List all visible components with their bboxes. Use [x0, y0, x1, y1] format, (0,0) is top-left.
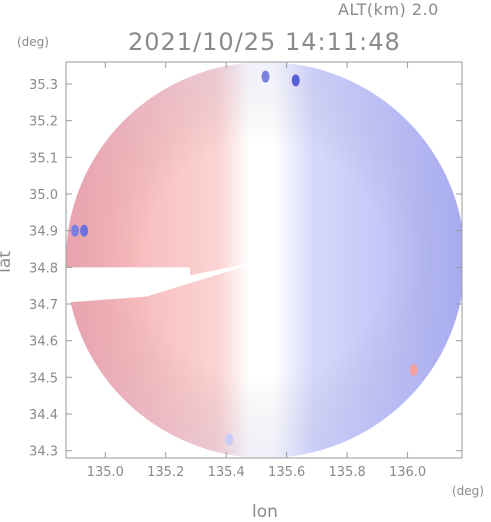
- y-axis-unit: (deg): [17, 35, 49, 49]
- x-tick-label: 135.0: [87, 465, 124, 480]
- y-tick-label: 35.2: [29, 115, 58, 130]
- echo-speckle: [225, 433, 234, 446]
- plot-frame: [65, 61, 463, 459]
- altitude-label: ALT(km) 2.0: [338, 0, 439, 19]
- x-axis-unit: (deg): [452, 484, 484, 498]
- y-tick-label: 34.9: [29, 225, 58, 240]
- scan-timestamp: 2021/10/25 14:11:48: [128, 28, 401, 56]
- echo-speckle: [291, 74, 300, 87]
- echo-speckle: [261, 70, 270, 83]
- echo-speckle: [71, 224, 80, 237]
- y-tick-label: 35.1: [29, 151, 58, 166]
- y-tick-label: 34.5: [29, 371, 58, 386]
- echo-speckle: [409, 364, 418, 376]
- blocked-sector: [66, 260, 266, 303]
- y-tick-label: 34.6: [29, 335, 58, 350]
- y-tick-label: 34.8: [29, 261, 58, 276]
- doppler-shading: [66, 62, 462, 458]
- x-tick-label: 135.2: [147, 465, 184, 480]
- echo-speckle: [80, 224, 89, 237]
- x-tick-label: 136.0: [389, 465, 426, 480]
- x-tick-label: 135.4: [208, 465, 245, 480]
- y-tick-label: 34.4: [29, 408, 58, 423]
- y-tick-label: 35.3: [29, 78, 58, 93]
- y-tick-label: 34.7: [29, 298, 58, 313]
- x-axis-title: lon: [252, 502, 278, 522]
- y-tick-label: 34.3: [29, 445, 58, 460]
- x-tick-label: 135.6: [268, 465, 305, 480]
- x-tick-label: 135.8: [329, 465, 366, 480]
- y-tick-label: 35.0: [29, 188, 58, 203]
